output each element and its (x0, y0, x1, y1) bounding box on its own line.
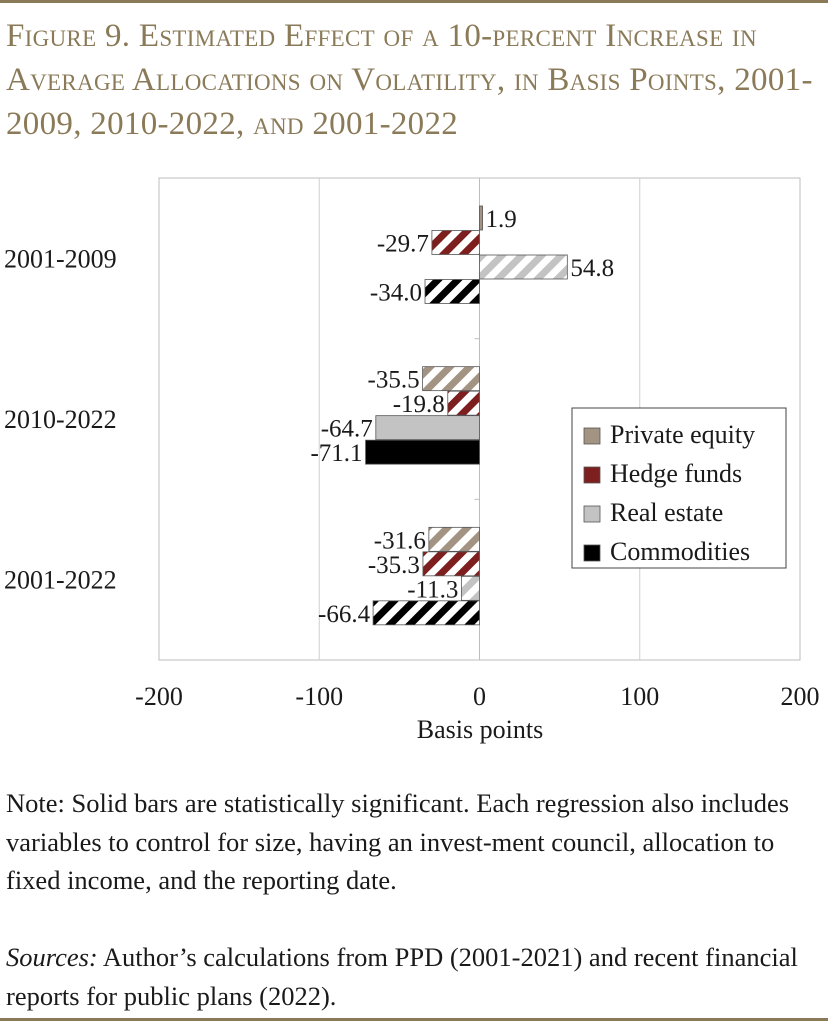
data-label-2010-2022-private-equity: -35.5 (368, 367, 420, 394)
bar-2010-2022-private-equity (422, 366, 480, 392)
data-label-2001-2009-commodities: -34.0 (370, 280, 422, 307)
data-label-2001-2022-private-equity: -31.6 (374, 527, 426, 554)
data-label-2010-2022-commodities: -71.1 (310, 440, 362, 467)
x-tick-label-200: -200 (135, 682, 183, 711)
category-label-2001-2009: 2001-2009 (4, 244, 117, 273)
category-label-2001-2022: 2001-2022 (4, 566, 117, 595)
bar-2001-2009-private-equity (479, 205, 483, 231)
data-label-2010-2022-real-estate: -64.7 (321, 416, 373, 443)
data-label-2001-2022-real-estate: -11.3 (407, 576, 458, 603)
legend-box (571, 407, 787, 569)
bar-2010-2022-commodities (365, 439, 480, 465)
data-label-2001-2009-real-estate: 54.8 (570, 255, 614, 282)
bar-2001-2009-hedge-funds (431, 230, 480, 255)
bar-2001-2009-real-estate (479, 254, 568, 280)
data-label-2001-2009-private-equity: 1.9 (486, 206, 517, 233)
bar-2001-2009-commodities (424, 279, 480, 304)
data-labels: 1.9 -29.7 54.8 -34.0 -35.5-19.8 -64.7-71.1 -31… (310, 206, 614, 628)
legend-label-hedge-funds: Hedge funds (610, 459, 742, 488)
sources-label: Sources: (6, 942, 98, 972)
bottom-rule (0, 1018, 828, 1021)
x-tick-label-0: 0 (473, 682, 486, 711)
data-label-2001-2022-hedge-funds: -35.3 (368, 552, 420, 579)
bar-chart: 1.9 -29.7 54.8 -34.0 -35.5-19.8 -64.7-71.1 -31… (4, 177, 820, 744)
data-label-2001-2022-commodities: -66.4 (318, 601, 371, 628)
legend-label-private-equity: Private equity (610, 420, 755, 449)
bar-2001-2022-private-equity (428, 526, 480, 552)
legend-label-real-estate: Real estate (610, 498, 723, 527)
bar-2010-2022-hedge-funds (447, 390, 480, 416)
note-text: Note: Solid bars are statistically signi… (6, 788, 790, 895)
bars (365, 205, 568, 626)
bar-2001-2022-real-estate (460, 575, 480, 601)
legend-swatch-private-equity (583, 427, 601, 445)
x-tick-labels: -200 -100 0 100 200 (135, 682, 819, 711)
category-labels: 2001-2009 2010-2022 2001-2022 (4, 244, 117, 594)
legend-swatch-hedge-funds (583, 466, 601, 484)
sources-body: Author’s calculations from PPD (2001-202… (6, 942, 798, 1011)
x-tick-label-100: -100 (295, 682, 343, 711)
x-tick-label-100: 100 (620, 682, 659, 711)
x-tick-label-200: 200 (781, 682, 820, 711)
legend-swatch-commodities (583, 544, 601, 562)
sources-text: Sources: Author’s calculations from PPD … (6, 938, 822, 1015)
top-rule (0, 0, 828, 3)
legend-label-commodities: Commodities (610, 537, 750, 566)
data-label-2010-2022-hedge-funds: -19.8 (393, 391, 445, 418)
data-label-2001-2009-hedge-funds: -29.7 (377, 231, 429, 258)
x-axis-label: Basis points (417, 715, 543, 744)
figure-title: Figure 9. Estimated Effect of a 10-perce… (6, 18, 813, 142)
legend-swatch-real-estate (583, 505, 601, 523)
bar-2010-2022-real-estate (375, 415, 480, 441)
legend: Private equity Hedge funds Real estate Comm… (571, 407, 787, 569)
bar-2001-2022-hedge-funds (422, 551, 480, 577)
bar-2001-2022-commodities (372, 600, 480, 626)
category-label-2010-2022: 2010-2022 (4, 405, 117, 434)
